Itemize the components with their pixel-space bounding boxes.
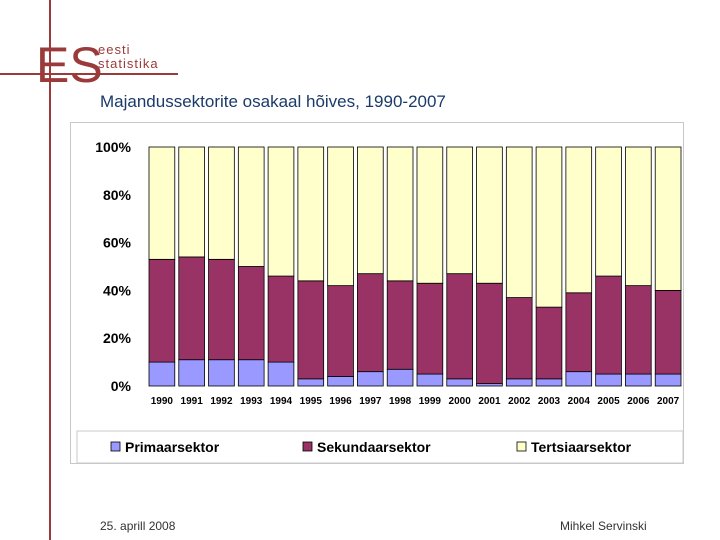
bar-segment-primaarsektor — [237, 359, 265, 387]
bar-segment-sekundaarsektor — [327, 285, 354, 377]
page-title: Majandussektorite osakaal hõives, 1990-2… — [100, 92, 446, 111]
bar-segment-primaarsektor — [178, 359, 205, 387]
x-tick-label: 1990 — [151, 396, 174, 407]
bar-segment-primaarsektor — [208, 359, 235, 387]
bar-segment-tertsiaarsektor — [357, 146, 384, 275]
bar-segment-tertsiaarsektor — [505, 146, 533, 298]
bar-segment-primaarsektor — [297, 378, 325, 387]
bar-segment-primaarsektor — [446, 378, 473, 387]
bar-segment-primaarsektor — [327, 376, 354, 387]
bar-segment-primaarsektor — [535, 378, 563, 387]
y-tick-label: 0% — [111, 378, 132, 394]
y-tick-label: 20% — [103, 330, 132, 346]
stacked-bar-chart: 0% 20% 40% 60% 80% 100% 1990 1991 1992 1993 1994 19… — [76, 139, 684, 464]
bar-segment-sekundaarsektor — [178, 256, 205, 361]
legend-label: Tertsiaarsektor — [531, 439, 632, 455]
bar-segment-sekundaarsektor — [208, 258, 235, 361]
x-tick-label: 2006 — [627, 396, 650, 407]
chart-container: 0% 20% 40% 60% 80% 100% 1990 1991 1992 1993 1994 19… — [70, 122, 684, 464]
bar-segment-tertsiaarsektor — [476, 146, 503, 284]
bar-segment-tertsiaarsektor — [237, 146, 265, 267]
legend-label: Primaarsektor — [125, 439, 220, 455]
y-tick-label: 100% — [95, 139, 131, 155]
bar-segment-primaarsektor — [267, 361, 295, 387]
x-tick-label: 2007 — [657, 396, 680, 407]
y-tick-label: 60% — [103, 235, 132, 251]
bar-segment-tertsiaarsektor — [595, 146, 622, 277]
bar-segment-tertsiaarsektor — [148, 146, 176, 260]
x-tick-label: 2003 — [538, 396, 561, 407]
x-tick-label: 1994 — [270, 396, 293, 407]
brand-horizontal-line — [0, 73, 178, 75]
footer-author: Mihkel Servinski — [560, 519, 647, 533]
y-tick-label: 40% — [103, 282, 132, 298]
bar-segment-tertsiaarsektor — [446, 146, 473, 275]
bar-segment-primaarsektor — [148, 361, 176, 387]
legend-box — [76, 430, 684, 464]
bar-segment-tertsiaarsektor — [625, 146, 652, 287]
bar-segment-sekundaarsektor — [267, 275, 295, 363]
x-tick-label: 1995 — [300, 396, 323, 407]
x-tick-label: 1999 — [419, 396, 442, 407]
legend-swatch — [110, 441, 121, 452]
bar-segment-sekundaarsektor — [237, 266, 265, 361]
bar-segment-sekundaarsektor — [148, 258, 176, 363]
x-tick-label: 1993 — [240, 396, 263, 407]
x-tick-label: 2002 — [508, 396, 531, 407]
brand-vertical-line — [49, 0, 51, 540]
x-tick-label: 1996 — [329, 396, 352, 407]
bar-segment-sekundaarsektor — [357, 273, 384, 373]
bar-segment-tertsiaarsektor — [267, 146, 295, 277]
x-tick-label: 1998 — [389, 396, 412, 407]
x-tick-label: 2004 — [568, 396, 591, 407]
logo-text-eesti: eesti — [98, 42, 130, 57]
bar-segment-sekundaarsektor — [535, 306, 563, 380]
bar-segment-tertsiaarsektor — [386, 146, 414, 282]
logo-mark: ES — [36, 37, 103, 90]
bar-segment-primaarsektor — [357, 371, 384, 387]
bar-segment-sekundaarsektor — [595, 275, 622, 375]
bar-segment-primaarsektor — [654, 373, 682, 387]
bar-segment-sekundaarsektor — [654, 289, 682, 375]
bar-segment-primaarsektor — [565, 371, 593, 387]
bar-segment-tertsiaarsektor — [654, 146, 682, 291]
bar-segment-primaarsektor — [505, 378, 533, 387]
legend-label: Sekundaarsektor — [317, 439, 431, 455]
bar-segment-sekundaarsektor — [625, 285, 652, 375]
x-tick-label: 2000 — [449, 396, 472, 407]
bar-segment-tertsiaarsektor — [297, 146, 325, 282]
bar-segment-sekundaarsektor — [476, 282, 503, 385]
bar-segment-tertsiaarsektor — [327, 146, 354, 287]
bar-segment-sekundaarsektor — [505, 297, 533, 380]
bar-segment-tertsiaarsektor — [208, 146, 235, 260]
bar-segment-primaarsektor — [416, 373, 444, 387]
bar-segment-tertsiaarsektor — [565, 146, 593, 294]
bar-segment-sekundaarsektor — [446, 273, 473, 380]
bar-segment-tertsiaarsektor — [178, 146, 205, 258]
x-tick-label: 2001 — [478, 396, 501, 407]
bar-segment-sekundaarsektor — [565, 292, 593, 373]
x-tick-label: 2005 — [597, 396, 620, 407]
x-tick-label: 1991 — [181, 396, 204, 407]
bar-segment-primaarsektor — [386, 368, 414, 387]
bar-segment-sekundaarsektor — [386, 280, 414, 370]
bar-segment-sekundaarsektor — [416, 282, 444, 375]
bar-segment-primaarsektor — [595, 373, 622, 387]
legend-swatch — [302, 441, 313, 452]
x-tick-label: 1997 — [359, 396, 382, 407]
bar-segment-primaarsektor — [625, 373, 652, 387]
bar-segment-tertsiaarsektor — [535, 146, 563, 308]
x-tick-label: 1992 — [210, 396, 233, 407]
bar-segment-tertsiaarsektor — [416, 146, 444, 284]
logo: ES eesti statistika — [30, 30, 190, 95]
bar-segment-sekundaarsektor — [297, 280, 325, 380]
logo-text-statistika: statistika — [98, 56, 159, 71]
legend-swatch — [516, 441, 527, 452]
footer-date: 25. aprill 2008 — [100, 519, 176, 533]
y-tick-label: 80% — [103, 187, 132, 203]
